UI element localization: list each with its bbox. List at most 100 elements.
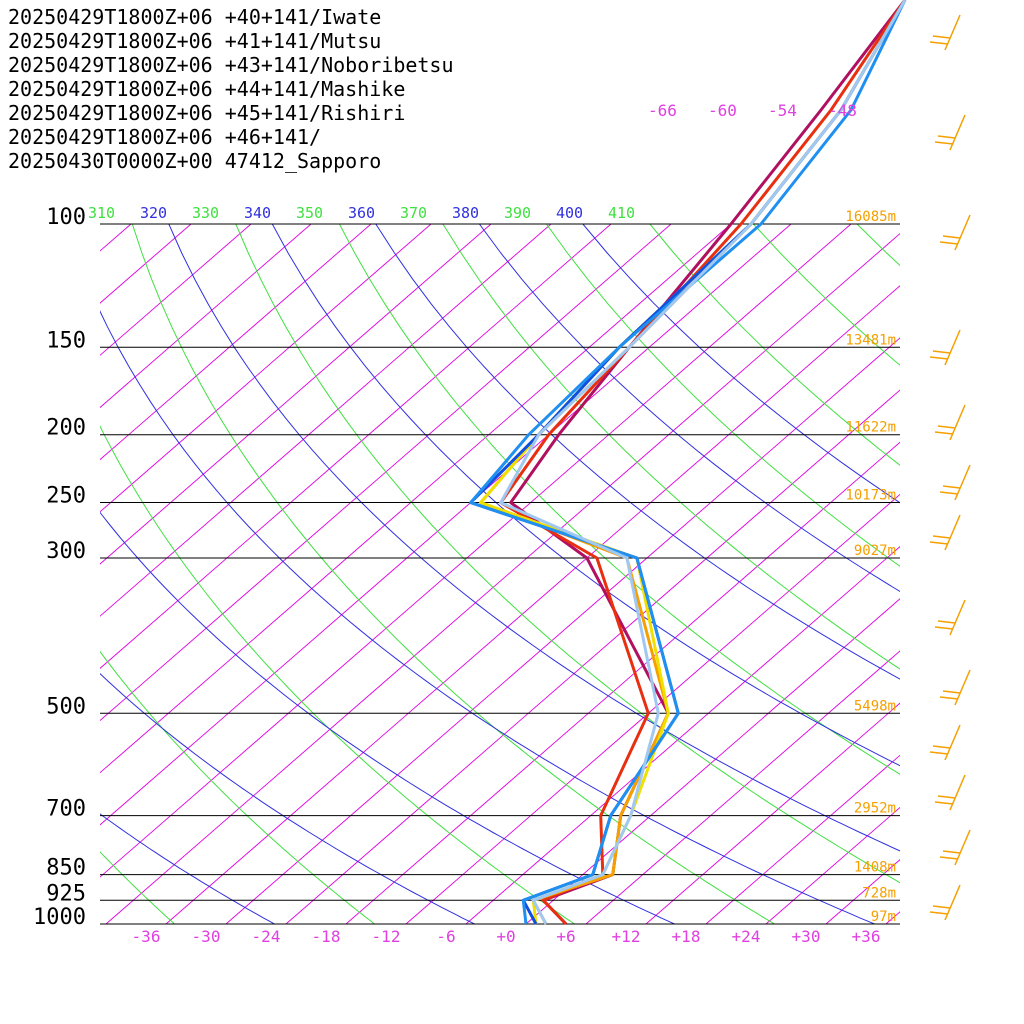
isotherm-line <box>100 224 252 356</box>
isotherm-line <box>100 224 432 513</box>
pressure-tick-label: 700 <box>46 797 86 822</box>
temperature-tick-label: -24 <box>252 927 281 946</box>
profile-line-0 <box>509 223 733 926</box>
profile-line-6 <box>499 222 753 925</box>
dry-adiabat-line <box>442 224 900 670</box>
dry-adiabat-line <box>649 224 900 466</box>
height-label: 728m <box>862 885 896 901</box>
isotherm-line <box>100 224 492 565</box>
theta-tick-label: 360 <box>348 204 375 222</box>
isobar-grid <box>100 223 900 925</box>
isotherm-line <box>825 859 900 924</box>
theta-tick-label: 310 <box>88 204 115 222</box>
isotherm-line <box>100 224 192 304</box>
height-label: 5498m <box>854 698 896 714</box>
pressure-tick-label: 200 <box>46 416 86 441</box>
isotherm-line <box>405 493 900 924</box>
isotherm-line <box>100 224 312 409</box>
temperature-tick-label: +30 <box>792 927 821 946</box>
profile-line-5 <box>469 222 762 925</box>
legend-entry-iwate: 20250429T1800Z+06 +40+141/Iwate <box>8 5 381 29</box>
temperature-tick-label: +6 <box>556 927 575 946</box>
theta-tick-label: 350 <box>296 204 323 222</box>
temperature-axis-labels: -36 -30 -24 -18 -12 -6 +0 +6 +12 +18 +24 +30 +36 <box>132 927 881 946</box>
wind-barb <box>929 724 961 761</box>
temperature-tick-label: -12 <box>372 927 401 946</box>
wind-barb <box>939 829 971 866</box>
wind-barb <box>939 214 971 251</box>
isotherm-line <box>645 702 900 924</box>
temperature-tick-label: +36 <box>852 927 881 946</box>
temperature-tick-label: +0 <box>496 927 515 946</box>
isotherm-line <box>705 754 900 924</box>
profile-line-2 <box>479 222 753 925</box>
moist-adiabat-grid <box>100 224 900 924</box>
dry-adiabat-line <box>338 224 900 775</box>
height-label: 11622m <box>845 420 896 436</box>
wind-barb <box>939 669 971 706</box>
dry-adiabat-grid <box>100 224 900 924</box>
wind-barb <box>929 514 961 551</box>
temperature-tick-label: -36 <box>132 927 161 946</box>
legend-entry-rishiri: 20250429T1800Z+06 +45+141/Rishiri <box>8 101 405 125</box>
pressure-tick-label: 500 <box>46 694 86 719</box>
temperature-tick-label: -30 <box>192 927 221 946</box>
isotherm-line <box>585 650 900 924</box>
temperature-tick-label: +18 <box>672 927 701 946</box>
legend-entry-mashike: 20250429T1800Z+06 +44+141/Mashike <box>8 77 405 101</box>
profile-upper-line-5 <box>759 0 907 225</box>
theta-tick-label: 400 <box>556 204 583 222</box>
isotherm-line <box>100 224 372 461</box>
height-label: 16085m <box>845 209 896 225</box>
temperature-tick-label: -18 <box>312 927 341 946</box>
isotherm-line <box>165 285 900 924</box>
isotherm-line <box>100 224 552 617</box>
isotherm-line <box>100 224 792 826</box>
isotherm-line <box>100 224 732 774</box>
temperature-tick-label: +24 <box>732 927 761 946</box>
upper-isotherm-label: -66 <box>648 101 677 120</box>
profile-upper-line-1 <box>739 0 907 225</box>
isotherm-line <box>345 441 900 924</box>
chart-legend: 20250429T1800Z+06 +40+141/Iwate 20250429… <box>8 5 454 173</box>
isotherm-line <box>105 232 900 924</box>
upper-isotherm-label: -54 <box>768 101 797 120</box>
isotherm-line <box>285 389 900 924</box>
height-label: 97m <box>871 909 896 925</box>
isotherm-line <box>100 224 672 722</box>
isotherm-line <box>885 911 900 924</box>
theta-labels: 310 320 330 340 350 360 370 380 390 400 410 <box>88 204 635 222</box>
pressure-tick-label: 850 <box>46 856 86 881</box>
dry-adiabat-line <box>131 224 775 924</box>
moist-adiabat-line <box>478 224 900 592</box>
theta-tick-label: 390 <box>504 204 531 222</box>
dry-adiabat-line <box>856 224 900 267</box>
pressure-tick-label: 1000 <box>33 905 86 930</box>
height-label: 9027m <box>854 543 896 559</box>
isotherm-line <box>0 224 11 924</box>
isotherm-line <box>225 337 900 924</box>
wind-barb <box>934 774 966 811</box>
theta-tick-label: 330 <box>192 204 219 222</box>
legend-entry-mutsu: 20250429T1800Z+06 +41+141/Mutsu <box>8 29 381 53</box>
wind-barb <box>929 14 961 51</box>
legend-entry-sapporo: 20250430T0000Z+00 47412_Sapporo <box>8 149 381 173</box>
temperature-profiles <box>469 222 762 926</box>
theta-tick-label: 380 <box>452 204 479 222</box>
upper-isotherm-label: -48 <box>828 101 857 120</box>
height-label: 13481m <box>845 332 896 348</box>
height-label: 10173m <box>845 488 896 504</box>
isotherm-line <box>525 598 900 924</box>
isotherm-line <box>765 806 900 924</box>
pressure-tick-label: 925 <box>46 881 86 906</box>
theta-tick-label: 340 <box>244 204 271 222</box>
legend-entry-noboribetsu: 20250429T1800Z+06 +43+141/Noboribetsu <box>8 53 454 77</box>
isotherm-line <box>465 546 900 924</box>
profile-upper-line-6 <box>749 0 907 225</box>
pressure-tick-label: 150 <box>46 328 86 353</box>
wind-barb <box>934 404 966 441</box>
wind-barb <box>934 114 966 151</box>
profile-upper-line-0 <box>729 0 907 225</box>
